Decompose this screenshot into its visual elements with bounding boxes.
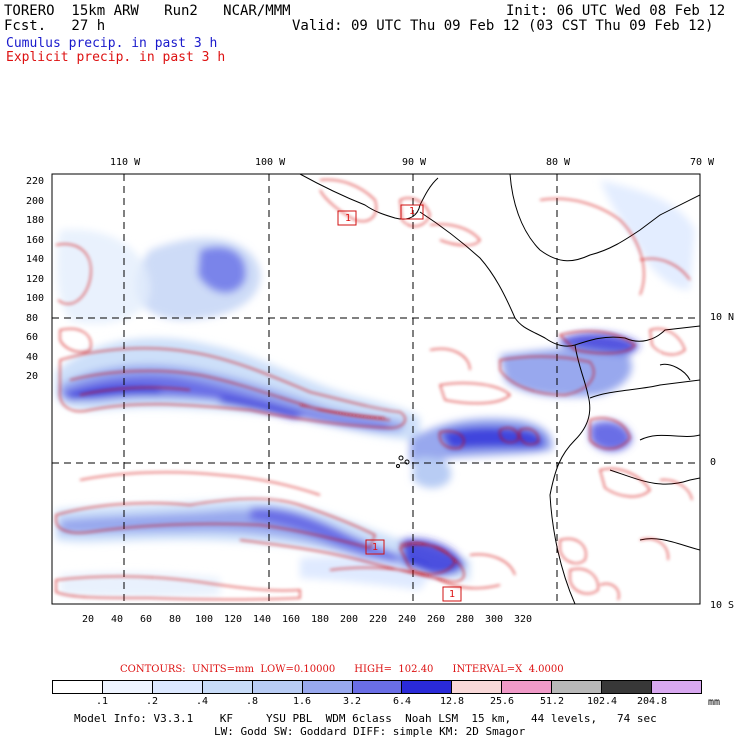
x-tick-label: 300 xyxy=(485,614,504,625)
station-label: 1 xyxy=(372,542,379,553)
init-time: Init: 06 UTC Wed 08 Feb 12 xyxy=(506,3,726,19)
legend-value: .1 xyxy=(95,696,109,707)
x-tick-label: 160 xyxy=(282,614,301,625)
y-tick-label: 100 xyxy=(26,293,45,304)
map-frame xyxy=(51,173,701,605)
explicit-precip-contours xyxy=(55,179,693,601)
x-tick-label: 120 xyxy=(224,614,243,625)
legend-swatch xyxy=(552,681,603,693)
legend-unit: mm xyxy=(708,697,721,708)
lat-label: 10 S xyxy=(710,600,735,611)
y-tick-label: 200 xyxy=(26,195,45,207)
legend-swatch xyxy=(402,681,453,693)
x-tick-label: 60 xyxy=(140,614,153,625)
model-title: TORERO 15km ARW Run2 NCAR/MMM xyxy=(4,3,291,19)
station-label: 1 xyxy=(409,206,416,217)
y-tick-label: 220 xyxy=(26,176,45,187)
lon-label: 110 W xyxy=(110,157,141,168)
legend-value: 6.4 xyxy=(392,696,412,707)
y-tick-label: 60 xyxy=(26,332,39,343)
legend-value: 3.2 xyxy=(342,696,362,707)
y-tick-label: 140 xyxy=(26,254,45,265)
lon-label: 100 W xyxy=(255,157,286,168)
legend-color-bar xyxy=(52,680,702,694)
x-tick-label: 320 xyxy=(514,614,533,625)
lat-label: 0 xyxy=(710,457,717,468)
lat-label: 10 N xyxy=(710,312,735,323)
x-tick-label: 80 xyxy=(169,614,182,625)
y-tick-label: 120 xyxy=(26,273,45,285)
legend-value: 12.8 xyxy=(439,696,465,707)
legend-swatch xyxy=(252,681,303,693)
contours-low: 0.10000 xyxy=(293,664,336,675)
x-tick-label: 40 xyxy=(111,614,124,625)
legend-value: 1.6 xyxy=(292,696,312,707)
y-tick-label: 40 xyxy=(26,351,39,363)
x-tick-label: 280 xyxy=(456,614,475,625)
legend-value: .2 xyxy=(145,696,159,707)
legend-value: 204.8 xyxy=(636,696,668,707)
legend-swatch xyxy=(502,681,553,693)
contours-interval-label: INTERVAL=X xyxy=(452,664,523,675)
model-info: Model Info: V3.3.1 KF YSU PBL WDM 6class… xyxy=(74,712,657,725)
forecast-hour: Fcst. 27 h xyxy=(4,18,106,34)
x-tick-label: 220 xyxy=(369,614,388,625)
legend-swatch xyxy=(102,681,153,693)
legend-swatch xyxy=(652,681,701,693)
x-tick-label: 260 xyxy=(427,614,446,625)
legend-value: 102.4 xyxy=(586,696,618,707)
legend-swatch xyxy=(202,681,253,693)
cumulus-legend-label: Cumulus precip. in past 3 h xyxy=(6,36,218,51)
y-tick-label: 160 xyxy=(26,234,45,246)
legend-swatch xyxy=(452,681,503,693)
lon-label: 70 W xyxy=(690,157,715,168)
contours-high: 102.40 xyxy=(398,664,434,675)
x-tick-label: 180 xyxy=(311,614,330,625)
legend-value: 51.2 xyxy=(539,696,565,707)
legend-swatch xyxy=(302,681,353,693)
y-tick-label: 20 xyxy=(26,371,39,382)
contours-prefix: CONTOURS: UNITS=mm LOW= xyxy=(120,664,294,675)
lat-lon-grid xyxy=(52,174,700,604)
station-label: 1 xyxy=(345,213,352,224)
legend-value: 25.6 xyxy=(489,696,515,707)
x-tick-label: 200 xyxy=(340,614,359,625)
x-tick-label: 240 xyxy=(398,614,417,625)
legend-swatch xyxy=(152,681,203,693)
explicit-legend-label: Explicit precip. in past 3 h xyxy=(6,50,226,65)
contours-interval: 4.0000 xyxy=(528,664,564,675)
station-label: 1 xyxy=(449,589,456,600)
contours-high-label: HIGH= xyxy=(354,664,393,675)
x-tick-label: 100 xyxy=(195,614,214,625)
x-tick-label: 20 xyxy=(82,614,95,625)
legend-swatch xyxy=(602,681,653,693)
legend-value: .4 xyxy=(195,696,209,707)
x-tick-label: 140 xyxy=(253,614,272,625)
station-markers xyxy=(337,204,462,602)
legend-swatch xyxy=(53,681,103,693)
lon-label: 80 W xyxy=(546,157,571,168)
y-tick-label: 80 xyxy=(26,312,39,324)
coastlines xyxy=(299,174,700,604)
lon-label: 90 W xyxy=(402,157,427,168)
model-physics: LW: Godd SW: Goddard DIFF: simple KM: 2D… xyxy=(214,725,526,738)
y-tick-label: 180 xyxy=(26,215,45,226)
contours-info: CONTOURS: UNITS=mm LOW=0.10000 HIGH= 102… xyxy=(120,665,564,675)
legend-value: .8 xyxy=(245,696,259,707)
valid-time: Valid: 09 UTC Thu 09 Feb 12 (03 CST Thu … xyxy=(292,18,714,34)
cumulus-precip-field xyxy=(56,180,695,598)
legend-swatch xyxy=(352,681,403,693)
